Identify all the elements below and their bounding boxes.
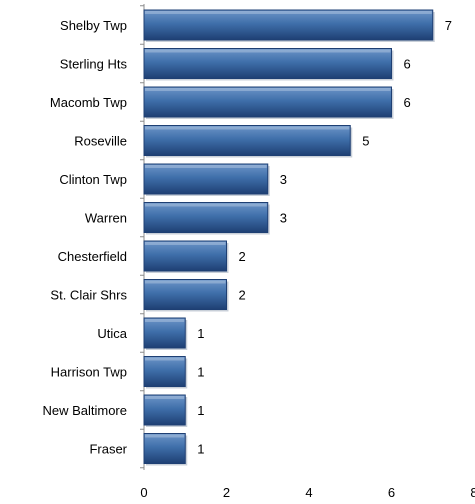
bar: [143, 48, 392, 79]
category-label: Fraser: [89, 442, 127, 457]
bar: [143, 9, 434, 41]
bar-highlight: [145, 203, 267, 207]
category-label: Harrison Twp: [51, 365, 127, 380]
bar-highlight: [145, 126, 350, 130]
category-label: St. Clair Shrs: [50, 288, 127, 303]
value-label: 1: [197, 442, 204, 457]
bar-highlight: [145, 165, 267, 168]
axis-layer: [140, 4, 145, 470]
value-label: 3: [280, 172, 287, 187]
labels-layer: 0 2 4 6 8 Shelby Twp 7 Sterling Hts 6 Macomb Twp 6…: [42, 18, 475, 500]
bar: [143, 433, 186, 464]
bar-highlight: [145, 319, 185, 322]
value-label: 3: [280, 211, 287, 226]
x-tick-label: 8: [470, 485, 475, 500]
category-label: Utica: [97, 326, 127, 341]
value-label: 2: [239, 249, 246, 264]
bar-highlight: [145, 280, 226, 284]
category-label: Roseville: [74, 134, 127, 149]
bars-layer: [143, 9, 435, 466]
category-label: Warren: [85, 211, 127, 226]
bar-highlight: [145, 396, 185, 399]
bar: [143, 240, 227, 272]
bar-highlight: [145, 357, 185, 361]
bar: [143, 202, 269, 233]
bar-highlight: [145, 49, 391, 53]
bar: [143, 125, 351, 156]
bar-highlight: [145, 88, 391, 91]
x-tick-label: 0: [140, 485, 147, 500]
value-label: 1: [197, 365, 204, 380]
bar-highlight: [145, 242, 226, 245]
bar-highlight: [145, 11, 432, 14]
value-label: 6: [404, 95, 411, 110]
bar: [143, 86, 392, 118]
category-label: Macomb Twp: [50, 95, 127, 110]
value-label: 1: [197, 326, 204, 341]
bar: [143, 317, 186, 349]
value-label: 1: [197, 403, 204, 418]
category-label: New Baltimore: [42, 403, 127, 418]
x-tick-label: 4: [305, 485, 312, 500]
bar: [143, 356, 186, 387]
x-tick-label: 6: [388, 485, 395, 500]
category-label: Shelby Twp: [60, 18, 127, 33]
value-label: 6: [404, 57, 411, 72]
value-label: 7: [445, 18, 452, 33]
category-label: Chesterfield: [58, 249, 127, 264]
category-label: Sterling Hts: [60, 57, 128, 72]
x-tick-label: 2: [223, 485, 230, 500]
category-label: Clinton Twp: [59, 172, 127, 187]
bar-highlight: [145, 434, 185, 438]
value-label: 2: [239, 288, 246, 303]
bar: [143, 394, 186, 426]
bar: [143, 279, 227, 310]
value-label: 5: [362, 134, 369, 149]
bar: [143, 163, 269, 195]
